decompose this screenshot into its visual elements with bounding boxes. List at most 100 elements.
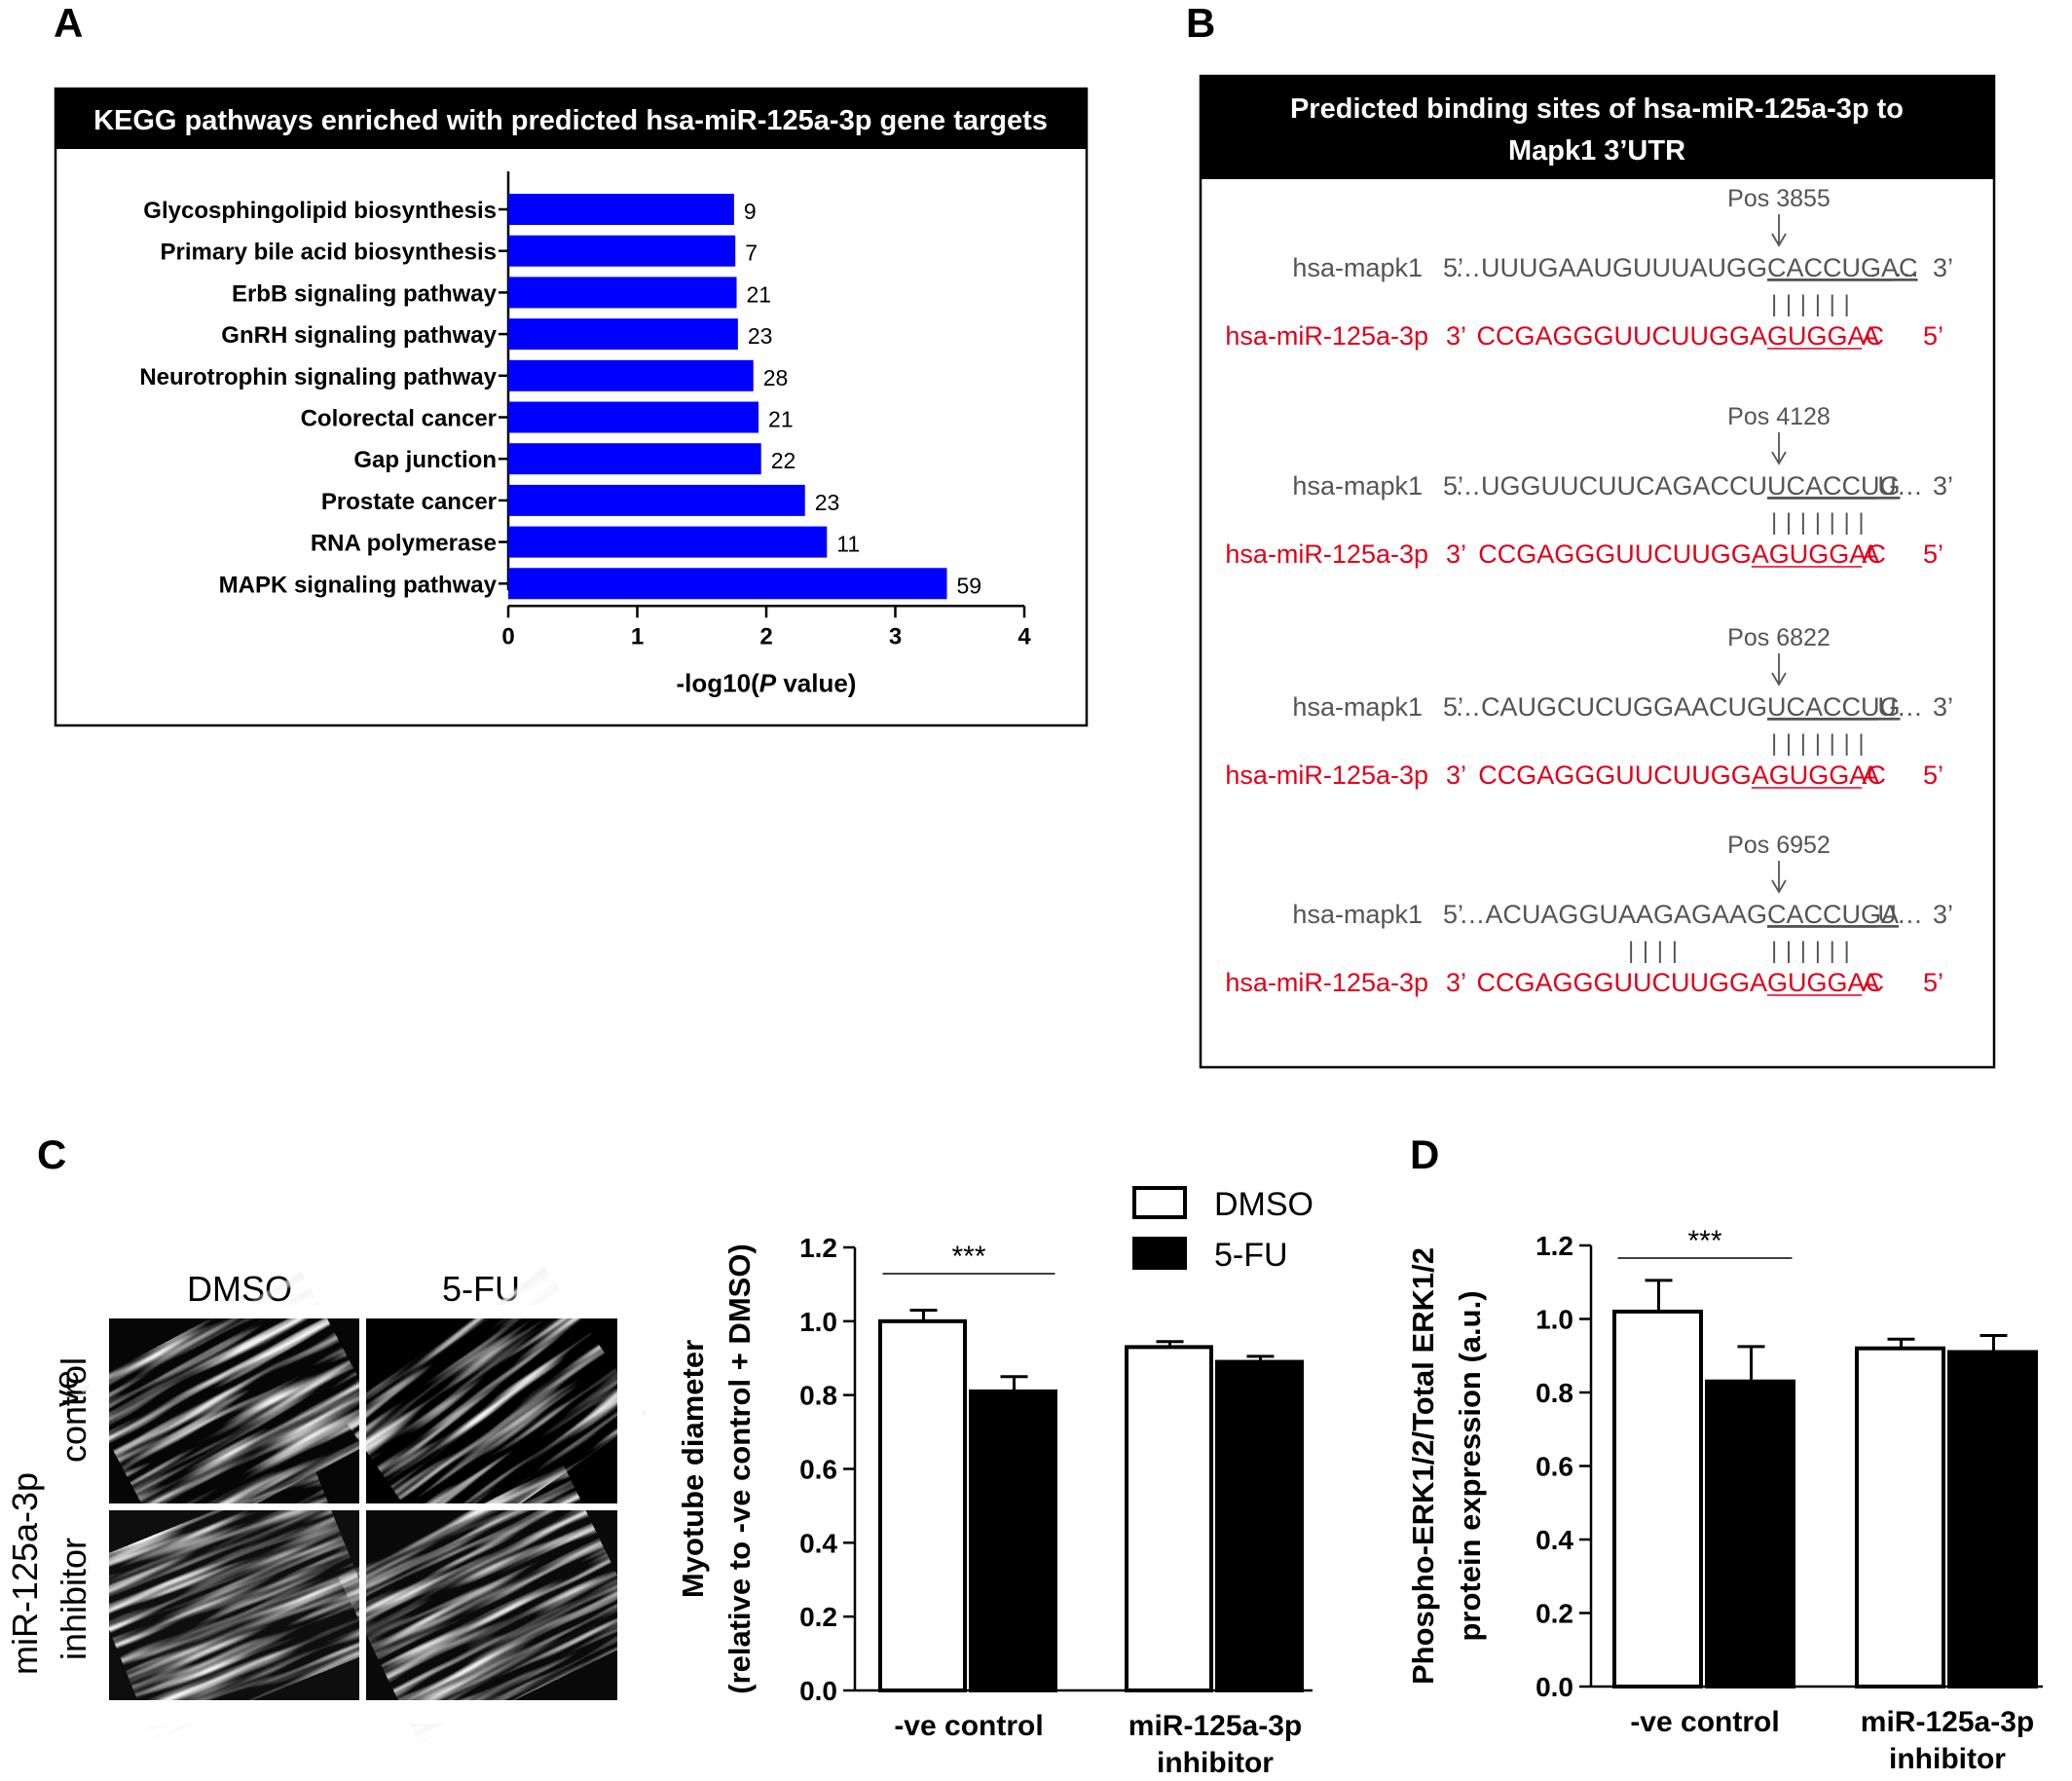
b-mir-seq-pre: CCGAGGGUUCUUGGA <box>1476 321 1767 351</box>
c-legend-label: DMSO <box>1214 1186 1314 1223</box>
micrograph-control-5fu <box>335 1263 648 1559</box>
b-position-label: Pos 4128 <box>1727 403 1831 430</box>
b-arrow-head <box>1771 451 1787 465</box>
c-bar <box>878 1318 967 1693</box>
b-position-label: Pos 6952 <box>1727 832 1831 859</box>
b-mir-3prime: 3’ <box>1446 321 1466 351</box>
d-y-axis-label-line1: Phospho-ERK1/2/Total ERK1/2 <box>1406 1247 1440 1685</box>
b-target-seq-post: U… <box>1877 900 1923 929</box>
b-mir-5prime: 5’ <box>1923 539 1943 569</box>
a-bar <box>508 526 828 558</box>
b-target-seq-post: … <box>1894 253 1920 282</box>
a-data-label: 9 <box>744 199 757 224</box>
b-target-5prime: 5’ <box>1443 692 1463 722</box>
b-target-5prime: 5’ <box>1443 900 1463 929</box>
c-bar <box>1125 1345 1213 1692</box>
b-target-seq-site: UCACCUG <box>1767 471 1901 501</box>
b-pairing-ticks: | | | | | | | <box>1771 730 1866 757</box>
b-mir-5prime: 5’ <box>1923 321 1943 351</box>
c-y-tick-label: 1.2 <box>799 1233 837 1263</box>
a-data-label: 21 <box>768 407 794 432</box>
a-data-label: 23 <box>815 490 840 515</box>
b-target-label: hsa-mapk1 <box>1292 692 1423 722</box>
b-mir-label: hsa-miR-125a-3p <box>1225 761 1428 790</box>
b-target-seq-post: U… <box>1877 471 1923 501</box>
b-target-label: hsa-mapk1 <box>1292 471 1423 501</box>
a-category-label: MAPK signaling pathway <box>219 572 498 598</box>
a-bar <box>508 277 737 309</box>
b-mir-label: hsa-miR-125a-3p <box>1225 968 1428 997</box>
b-target-3prime: 3’ <box>1933 471 1953 501</box>
panel-d-letter: D <box>1410 1132 1439 1177</box>
b-position-label: Pos 6822 <box>1727 624 1831 651</box>
panel-a-chart: Glycosphingolipid biosynthesis 9 Primary b… <box>139 171 1031 697</box>
b-mir-seq-pre: CCGAGGGUUCUUGGA <box>1476 968 1767 997</box>
c-y-axis-label-line2: (relative to -ve control + DMSO) <box>722 1243 757 1694</box>
panel-a-header: KEGG pathways enriched with predicted hs… <box>93 105 1048 136</box>
c-y-tick-label: 0.2 <box>799 1602 837 1632</box>
a-x-tick-label: 4 <box>1018 623 1031 649</box>
d-y-tick-label: 0.6 <box>1536 1452 1573 1482</box>
b-mir-seq-post: A <box>1862 539 1879 569</box>
panel-d-chart: 0.0 0.2 0.4 0.6 0.8 1.0 1.2 -ve control miR-125a… <box>1406 1225 2043 1775</box>
b-target-seq-post: U… <box>1877 692 1923 722</box>
a-data-label: 7 <box>745 241 758 266</box>
b-mir-5prime: 5’ <box>1923 761 1943 790</box>
panel-b-header-line2: Mapk1 3’UTR <box>1508 135 1685 167</box>
panel-c-letter: C <box>37 1132 66 1177</box>
b-arrow-head <box>1771 672 1787 686</box>
a-bar <box>508 568 947 600</box>
b-target-seq-pre: …UGGUUCUUCAGACCU <box>1455 471 1767 501</box>
b-target-seq-site: CACCUGAC <box>1767 253 1918 282</box>
a-category-label: Colorectal cancer <box>301 406 497 432</box>
a-category-label: Glycosphingolipid biosynthesis <box>143 198 497 224</box>
a-category-label: Prostate cancer <box>321 489 497 515</box>
b-target-seq-site: CACCUGA <box>1767 900 1899 929</box>
d-y-tick-label: 1.2 <box>1536 1231 1573 1261</box>
a-category-label: Gap junction <box>353 447 497 473</box>
d-x-tick-label: miR-125a-3p <box>1861 1706 2034 1738</box>
a-bar <box>508 194 734 225</box>
micrograph-inhibitor-dmso <box>82 1469 387 1740</box>
a-bar <box>508 484 805 516</box>
b-mir-3prime: 3’ <box>1446 539 1466 569</box>
c-y-tick-label: 1.0 <box>799 1307 837 1337</box>
a-data-label: 23 <box>748 323 773 349</box>
panel-c: C DMSO 5-FU -ve control miR-125a-3p inhi… <box>5 1132 1314 1779</box>
b-mir-seq-post: A <box>1862 968 1879 997</box>
micrograph-inhibitor-5fu <box>337 1465 647 1746</box>
b-mir-seq-post: A <box>1862 761 1879 790</box>
d-x-tick-label: -ve control <box>1630 1706 1779 1738</box>
micrograph-row-label-control-1: -ve <box>46 1370 86 1419</box>
d-bar <box>1855 1346 1945 1688</box>
a-category-label: RNA polymerase <box>311 531 497 557</box>
panel-b-letter: B <box>1186 0 1215 46</box>
a-x-tick-label: 1 <box>631 623 644 649</box>
micrograph-mask <box>90 1305 643 1724</box>
panel-b-header-line1: Predicted binding sites of hsa-miR-125a-… <box>1290 93 1904 125</box>
c-x-tick-label: miR-125a-3p <box>1128 1710 1302 1742</box>
micrograph-row-label-inhibitor-2: inhibitor <box>54 1538 93 1660</box>
b-mir-seq-pre: CCGAGGGUUCUUGG <box>1478 539 1752 569</box>
b-pairing-ticks-left: | | | | <box>1628 938 1679 964</box>
b-target-seq-site: UCACCUG <box>1767 692 1901 722</box>
c-y-tick-label: 0.0 <box>799 1676 837 1706</box>
a-bar <box>508 235 736 267</box>
a-category-label: Primary bile acid biosynthesis <box>161 240 497 266</box>
d-bar <box>1705 1379 1795 1689</box>
panel-d: D 0.0 0.2 0.4 0.6 0.8 1.0 1.2 -ve control miR-12… <box>1406 1132 2043 1775</box>
c-bar <box>1215 1359 1304 1692</box>
b-target-3prime: 3’ <box>1933 900 1953 929</box>
c-significance-label: *** <box>951 1241 985 1273</box>
a-data-label: 11 <box>836 532 860 557</box>
b-target-5prime: 5’ <box>1443 471 1463 501</box>
b-mir-3prime: 3’ <box>1446 968 1466 997</box>
panel-a: A KEGG pathways enriched with predicted … <box>54 0 1089 727</box>
b-target-label: hsa-mapk1 <box>1292 253 1423 282</box>
a-data-label: 59 <box>957 573 982 598</box>
d-bar <box>1612 1309 1703 1688</box>
a-data-label: 22 <box>771 448 796 473</box>
c-legend-swatch <box>1132 1237 1187 1270</box>
b-mir-5prime: 5’ <box>1923 968 1943 997</box>
